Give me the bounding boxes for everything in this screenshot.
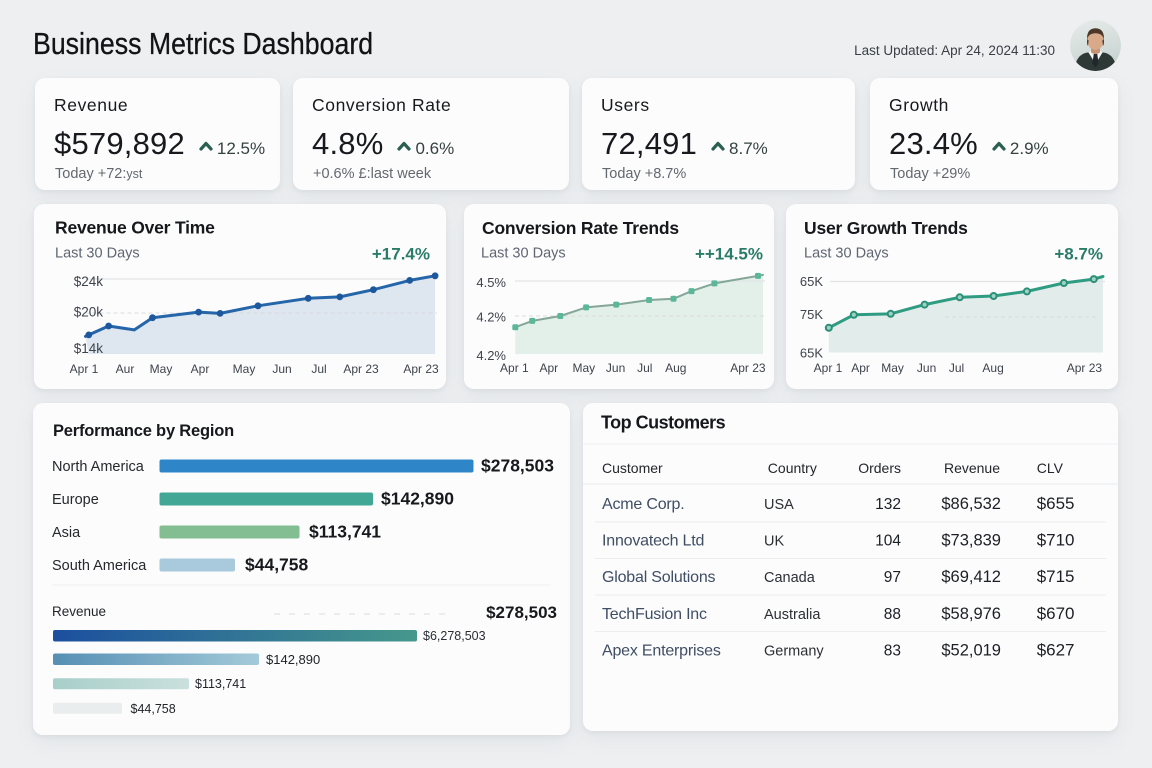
- svg-text:Aug: Aug: [665, 361, 686, 375]
- svg-text:$670: $670: [1037, 604, 1075, 623]
- svg-text:Apr: Apr: [851, 361, 870, 375]
- svg-text:$113,741: $113,741: [195, 677, 246, 691]
- svg-text:Acme Corp.: Acme Corp.: [602, 496, 684, 513]
- svg-text:$14k: $14k: [74, 341, 104, 356]
- svg-text:132: 132: [875, 496, 901, 513]
- svg-text:Apr: Apr: [191, 362, 210, 376]
- svg-text:+17.4%: +17.4%: [372, 245, 430, 264]
- svg-text:Jun: Jun: [917, 361, 936, 375]
- svg-text:May: May: [572, 361, 595, 375]
- svg-text:+8.7%: +8.7%: [1054, 245, 1103, 264]
- svg-text:$278,503: $278,503: [481, 456, 554, 476]
- svg-text:88: 88: [884, 606, 901, 623]
- svg-text:4.2%: 4.2%: [476, 310, 506, 325]
- svg-text:Germany: Germany: [764, 644, 824, 660]
- svg-text:South America: South America: [52, 558, 147, 574]
- svg-text:USA: USA: [764, 497, 794, 513]
- svg-text:Canada: Canada: [764, 570, 816, 586]
- svg-text:Last 30 Days: Last 30 Days: [481, 246, 566, 262]
- svg-text:4.5%: 4.5%: [476, 275, 506, 290]
- svg-text:TechFusion Inc: TechFusion Inc: [602, 606, 707, 623]
- svg-text:Top Customers: Top Customers: [601, 413, 726, 433]
- svg-text:$44,758: $44,758: [245, 555, 309, 575]
- svg-text:Apex Enterprises: Apex Enterprises: [602, 643, 721, 660]
- svg-text:Last 30 Days: Last 30 Days: [55, 246, 140, 262]
- svg-text:$24k: $24k: [74, 274, 104, 289]
- svg-text:Performance by Region: Performance by Region: [53, 422, 234, 440]
- svg-text:97: 97: [884, 569, 901, 586]
- svg-text:CLV: CLV: [1037, 460, 1064, 476]
- svg-text:4.2%: 4.2%: [476, 348, 506, 363]
- svg-text:$113,741: $113,741: [309, 522, 381, 542]
- svg-text:User Growth Trends: User Growth Trends: [804, 218, 968, 238]
- svg-text:83: 83: [884, 643, 901, 660]
- svg-text:Aur: Aur: [116, 362, 135, 376]
- svg-text:Apr 1: Apr 1: [70, 362, 99, 376]
- svg-text:$69,412: $69,412: [941, 568, 1001, 586]
- svg-text:$52,019: $52,019: [941, 642, 1001, 660]
- svg-text:$278,503: $278,503: [486, 603, 557, 622]
- svg-text:Jul: Jul: [311, 362, 326, 376]
- svg-text:Asia: Asia: [52, 525, 81, 541]
- svg-text:$86,532: $86,532: [941, 495, 1001, 513]
- svg-text:North America: North America: [52, 459, 145, 475]
- svg-text:Revenue: Revenue: [944, 460, 1000, 476]
- svg-text:Revenue: Revenue: [52, 604, 106, 619]
- svg-text:Jun: Jun: [272, 362, 291, 376]
- svg-text:Apr 23: Apr 23: [403, 362, 439, 376]
- svg-text:May: May: [150, 362, 173, 376]
- svg-text:$710: $710: [1037, 531, 1075, 550]
- svg-text:$142,890: $142,890: [381, 489, 454, 509]
- svg-text:Apr 23: Apr 23: [343, 362, 379, 376]
- svg-text:May: May: [233, 362, 256, 376]
- svg-text:75K: 75K: [800, 307, 823, 322]
- svg-text:$142,890: $142,890: [266, 652, 320, 667]
- svg-text:Global Solutions: Global Solutions: [602, 569, 716, 586]
- svg-text:Customer: Customer: [602, 460, 663, 476]
- svg-text:Orders: Orders: [858, 460, 901, 476]
- svg-text:Australia: Australia: [764, 607, 821, 623]
- svg-text:Revenue Over Time: Revenue Over Time: [55, 218, 215, 238]
- svg-text:Jul: Jul: [637, 361, 652, 375]
- svg-text:104: 104: [875, 533, 901, 550]
- svg-text:$44,758: $44,758: [131, 702, 176, 716]
- svg-text:Aug: Aug: [982, 361, 1003, 375]
- svg-text:$627: $627: [1037, 641, 1075, 660]
- svg-text:Europe: Europe: [52, 492, 99, 508]
- svg-text:65K: 65K: [800, 346, 823, 361]
- svg-text:Apr 1: Apr 1: [814, 361, 843, 375]
- svg-text:$58,976: $58,976: [941, 605, 1001, 623]
- svg-text:Last 30 Days: Last 30 Days: [804, 246, 889, 262]
- svg-text:$655: $655: [1037, 494, 1075, 513]
- svg-text:Jul: Jul: [949, 361, 964, 375]
- svg-text:Innovatech Ltd: Innovatech Ltd: [602, 533, 704, 550]
- svg-text:UK: UK: [764, 534, 784, 550]
- svg-text:Jun: Jun: [606, 361, 625, 375]
- svg-text:$6,278,503: $6,278,503: [423, 629, 486, 643]
- svg-text:65K: 65K: [800, 274, 823, 289]
- svg-text:May: May: [881, 361, 904, 375]
- svg-text:Apr: Apr: [539, 361, 558, 375]
- svg-text:Apr 23: Apr 23: [730, 361, 766, 375]
- svg-text:Apr 23: Apr 23: [1067, 361, 1103, 375]
- svg-text:++14.5%: ++14.5%: [695, 245, 763, 264]
- svg-text:$73,839: $73,839: [941, 532, 1001, 550]
- svg-text:$20k: $20k: [74, 305, 104, 320]
- svg-text:$715: $715: [1037, 567, 1075, 586]
- svg-text:Apr 1: Apr 1: [500, 361, 529, 375]
- svg-text:Conversion Rate Trends: Conversion Rate Trends: [482, 218, 679, 238]
- svg-text:Country: Country: [768, 460, 817, 476]
